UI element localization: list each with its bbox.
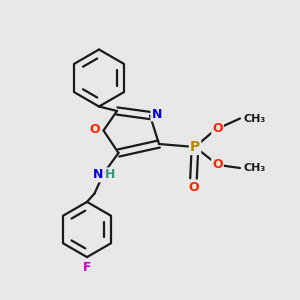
Text: N: N xyxy=(152,107,162,121)
Text: O: O xyxy=(212,158,223,171)
Text: N: N xyxy=(93,168,103,182)
Text: CH₃: CH₃ xyxy=(243,163,265,173)
Text: CH₃: CH₃ xyxy=(243,113,265,124)
Text: O: O xyxy=(90,123,101,136)
Text: O: O xyxy=(212,122,223,135)
Text: P: P xyxy=(190,140,200,154)
Text: H: H xyxy=(105,168,116,182)
Text: O: O xyxy=(188,181,199,194)
Text: F: F xyxy=(83,261,91,274)
